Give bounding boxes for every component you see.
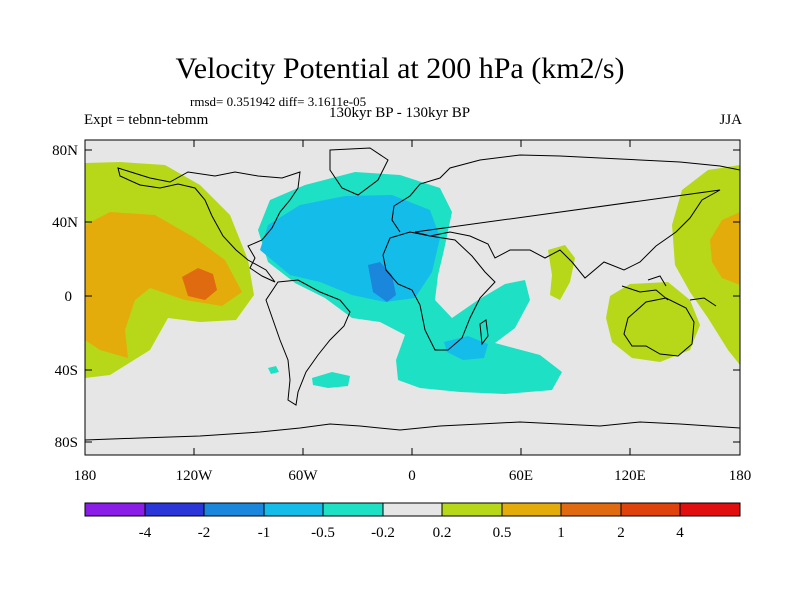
- madagascar-coastline: [479, 319, 489, 346]
- south-pacific-cyan-dot: [268, 366, 279, 374]
- south-america-coastline: [265, 279, 351, 406]
- colorbar-label: 4: [676, 525, 684, 541]
- colorbar-label: -1: [258, 525, 271, 541]
- antarctica-coastline: [85, 421, 740, 441]
- pacific-orange-region: [85, 212, 242, 358]
- lon-label: 0: [408, 468, 416, 484]
- colorbar-label: -0.5: [311, 525, 335, 541]
- west-pacific-green-region: [672, 165, 740, 365]
- colorbar-swatch: [322, 502, 384, 517]
- colorbar-swatch: [620, 502, 681, 517]
- colorbar-swatch: [679, 502, 741, 517]
- greenland-coastline: [329, 147, 389, 196]
- lat-label: 80S: [55, 435, 78, 451]
- colorbar-label: 1: [557, 525, 565, 541]
- pacific-dark-orange-region: [182, 268, 217, 300]
- coastlines: [85, 147, 740, 441]
- lat-axis: 80N 40N 0 40S 80S: [52, 143, 740, 451]
- eurasia-coastline: [391, 154, 740, 279]
- lon-label: 120E: [614, 468, 646, 484]
- atlantic-light-blue-region: [260, 195, 440, 302]
- colorbar-swatch: [263, 502, 324, 517]
- colorbar-swatch: [382, 502, 443, 517]
- season-label: JJA: [719, 112, 742, 128]
- colorbar-swatch: [560, 502, 622, 517]
- colorbar-label: 0.2: [433, 525, 452, 541]
- lat-label: 0: [65, 289, 73, 305]
- north-america-coastline: [117, 167, 301, 283]
- colorbar-swatch: [501, 502, 562, 517]
- colorbar-label: 0.5: [493, 525, 512, 541]
- west-pacific-orange-region: [710, 212, 740, 285]
- chart-title: Velocity Potential at 200 hPa (km2/s): [175, 52, 625, 85]
- southern-ocean-light-blue-region: [444, 336, 488, 360]
- colorbar-label: -0.2: [371, 525, 395, 541]
- stats-label: rmsd= 0.351942 diff= 3.1611e-05: [190, 94, 367, 109]
- colorbar-label: 2: [617, 525, 625, 541]
- lat-label: 80N: [52, 143, 78, 159]
- lon-label: 60E: [509, 468, 533, 484]
- lon-label: 120W: [176, 468, 214, 484]
- colorbar-label: -2: [198, 525, 211, 541]
- lon-label: 180: [729, 468, 752, 484]
- colorbar-swatch: [144, 502, 205, 517]
- lat-label: 40N: [52, 215, 78, 231]
- colorbar-swatch: [203, 502, 265, 517]
- africa-mid-blue-region: [368, 262, 396, 302]
- colorbar: -4 -2 -1 -0.5 -0.2 0.2 0.5 1 2 4: [84, 502, 741, 541]
- africa-coastline: [382, 231, 496, 351]
- south-atlantic-cyan-blob: [312, 372, 350, 388]
- colorbar-swatch: [441, 502, 503, 517]
- southeast-asia-islands: [621, 275, 717, 307]
- experiment-label: Expt = tebnn-tebmm: [84, 112, 209, 128]
- colorbar-swatch: [84, 502, 146, 517]
- colorbar-label: -4: [139, 525, 152, 541]
- lon-label: 180: [74, 468, 97, 484]
- period-label: 130kyr BP - 130kyr BP: [329, 105, 471, 121]
- lat-label: 40S: [55, 363, 78, 379]
- lon-label: 60W: [288, 468, 318, 484]
- australia-coastline: [623, 297, 695, 357]
- lon-axis: 180 120W 60W 0 60E 120E 180: [74, 140, 752, 484]
